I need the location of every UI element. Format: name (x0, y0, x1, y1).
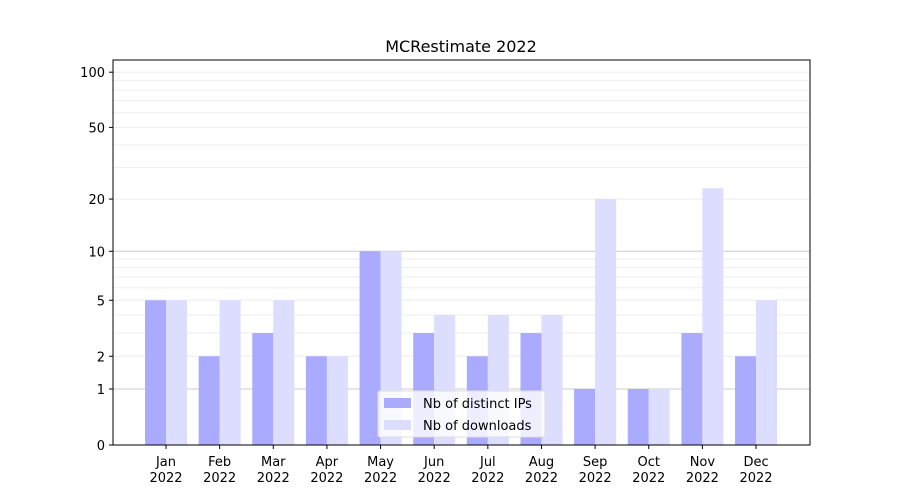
legend-label-ips: Nb of distinct IPs (423, 397, 532, 412)
bar-ips (198, 356, 220, 445)
bar-ips (627, 389, 649, 445)
bar-downloads (326, 356, 348, 445)
bar-ips (145, 300, 166, 445)
legend-label-downloads: Nb of downloads (423, 419, 532, 434)
x-tick-label: Feb 2022 (203, 455, 236, 486)
x-tick-label: Apr 2022 (310, 455, 343, 486)
y-tick-label: 5 (97, 294, 105, 309)
bar-downloads (541, 314, 563, 445)
legend-swatch-ips (384, 398, 411, 408)
x-tick-label: Oct 2022 (632, 455, 665, 486)
bar-ips (735, 356, 757, 445)
y-tick-label: 20 (88, 193, 105, 208)
bar-ips (359, 251, 381, 445)
x-tick-label: Jun 2022 (418, 455, 451, 486)
legend: Nb of distinct IPs Nb of downloads (377, 390, 546, 438)
y-tick-label: 0 (97, 439, 105, 454)
bar-downloads (648, 389, 670, 445)
y-tick-label: 50 (88, 121, 105, 136)
x-tick-label: Nov 2022 (686, 455, 719, 486)
y-tick-label: 10 (88, 245, 105, 260)
axes-frame (112, 59, 811, 446)
x-tick-label: Dec 2022 (739, 455, 772, 486)
x-tick-label: Mar 2022 (257, 455, 290, 486)
x-tick-label: Aug 2022 (525, 455, 558, 486)
bar-ips (681, 333, 703, 445)
bar-downloads (166, 300, 187, 445)
x-tick-label: Sep 2022 (579, 455, 612, 486)
x-tick-label: Jan 2022 (149, 455, 182, 486)
x-tick-label: Jul 2022 (471, 455, 504, 486)
bar-downloads (273, 300, 295, 445)
legend-swatch-downloads (384, 420, 411, 430)
bar-ips (252, 333, 274, 445)
bar-ips (574, 389, 596, 445)
bar-downloads (702, 188, 724, 446)
y-tick-label: 2 (97, 350, 105, 365)
y-tick-label: 1 (97, 383, 105, 398)
x-tick-label: May 2022 (364, 455, 397, 486)
y-tick-label: 100 (80, 66, 105, 81)
bar-ips (305, 356, 327, 445)
bar-downloads (756, 300, 778, 445)
bar-downloads (595, 199, 617, 445)
chart-title: MCRestimate 2022 (385, 37, 537, 56)
bar-downloads (219, 300, 241, 445)
